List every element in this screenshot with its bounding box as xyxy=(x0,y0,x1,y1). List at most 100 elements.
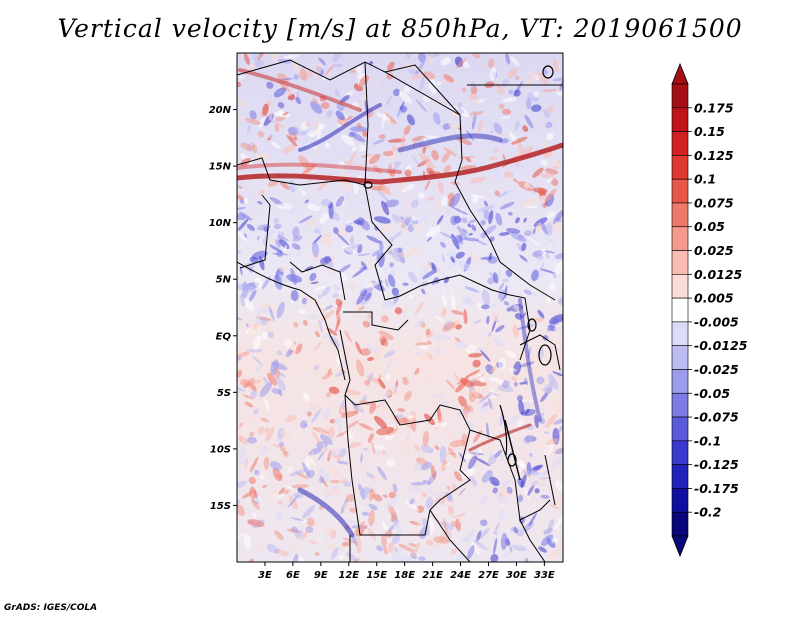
velocity-patch xyxy=(306,411,312,417)
velocity-patch xyxy=(529,452,533,457)
velocity-patch xyxy=(346,420,360,429)
velocity-patch xyxy=(273,217,280,225)
velocity-patch xyxy=(344,330,352,343)
velocity-patch xyxy=(364,343,379,355)
velocity-patch xyxy=(276,550,282,558)
velocity-patch xyxy=(460,240,464,245)
velocity-patch xyxy=(495,325,505,333)
velocity-patch xyxy=(277,203,293,210)
velocity-patch xyxy=(386,73,394,80)
velocity-patch xyxy=(542,89,558,92)
lat-tick-label: 10S xyxy=(210,444,231,455)
velocity-patch xyxy=(524,114,534,129)
velocity-patch xyxy=(418,152,433,165)
velocity-patch xyxy=(433,112,441,125)
velocity-patch xyxy=(259,417,269,423)
velocity-patch xyxy=(469,476,478,487)
velocity-patch xyxy=(454,373,459,382)
colorbar-label: 0.15 xyxy=(694,124,725,139)
velocity-patch xyxy=(519,381,527,385)
velocity-patch xyxy=(311,409,321,423)
velocity-patch xyxy=(237,504,245,516)
velocity-patch xyxy=(506,307,512,312)
velocity-patch xyxy=(526,97,532,110)
velocity-patch xyxy=(458,395,468,408)
velocity-patch xyxy=(368,488,375,502)
velocity-patch xyxy=(403,125,411,135)
velocity-patch xyxy=(546,178,554,183)
velocity-patch xyxy=(290,517,305,522)
velocity-patch xyxy=(430,464,437,480)
velocity-patch xyxy=(482,119,499,127)
velocity-patch xyxy=(358,75,370,87)
velocity-patch xyxy=(385,459,396,467)
velocity-patch xyxy=(246,436,258,444)
velocity-patch xyxy=(419,74,426,91)
velocity-patch xyxy=(406,485,422,493)
velocity-patch xyxy=(372,444,386,450)
velocity-patch xyxy=(295,250,302,257)
velocity-patch xyxy=(479,405,488,414)
velocity-patch xyxy=(476,530,482,542)
velocity-patch xyxy=(490,554,499,562)
velocity-patch xyxy=(464,286,480,293)
velocity-patch xyxy=(400,439,411,455)
velocity-patch xyxy=(275,239,282,248)
velocity-patch xyxy=(418,192,425,199)
velocity-patch xyxy=(462,228,468,234)
velocity-patch xyxy=(334,89,341,98)
velocity-patch xyxy=(534,414,539,429)
velocity-patch xyxy=(391,552,398,560)
velocity-patch xyxy=(360,453,363,464)
velocity-patch xyxy=(290,267,297,286)
velocity-patch xyxy=(376,112,390,121)
velocity-patch xyxy=(243,378,255,389)
velocity-patch xyxy=(258,303,274,309)
velocity-patch xyxy=(367,356,374,362)
velocity-patch xyxy=(500,294,508,302)
velocity-patch xyxy=(262,103,269,116)
velocity-patch xyxy=(471,194,485,198)
velocity-patch xyxy=(324,142,331,149)
velocity-patch xyxy=(468,219,477,224)
velocity-patch xyxy=(276,301,285,319)
velocity-patch xyxy=(545,121,553,129)
velocity-patch xyxy=(340,410,358,418)
velocity-patch xyxy=(366,311,373,320)
colorbar-segment xyxy=(671,369,689,394)
velocity-patch xyxy=(492,338,505,347)
velocity-patch xyxy=(443,530,453,539)
velocity-patch xyxy=(353,303,363,318)
velocity-patch xyxy=(457,102,463,110)
velocity-patch xyxy=(419,351,430,364)
velocity-patch xyxy=(322,157,333,166)
velocity-patch xyxy=(324,304,334,311)
velocity-patch xyxy=(483,209,490,221)
velocity-patch xyxy=(520,449,525,462)
velocity-patch xyxy=(368,509,375,527)
velocity-patch xyxy=(450,215,458,226)
velocity-patch xyxy=(458,487,466,497)
velocity-patch xyxy=(425,328,431,336)
velocity-patch xyxy=(498,231,511,236)
velocity-patch xyxy=(237,179,244,190)
velocity-patch xyxy=(397,408,406,412)
velocity-patch xyxy=(493,537,498,555)
lon-tick-label: 21E xyxy=(422,570,443,581)
lon-tick-label: 27E xyxy=(478,570,499,581)
velocity-patch xyxy=(536,483,551,487)
colorbar-segment xyxy=(671,274,689,299)
velocity-patch xyxy=(389,262,394,268)
velocity-patch xyxy=(510,544,522,549)
velocity-patch xyxy=(500,479,510,489)
velocity-patch xyxy=(270,359,279,376)
velocity-patch xyxy=(553,418,563,425)
velocity-patch xyxy=(473,319,483,324)
velocity-patch xyxy=(345,225,354,233)
velocity-patch xyxy=(237,81,242,88)
velocity-patch xyxy=(246,63,255,71)
velocity-patch xyxy=(554,261,563,275)
velocity-patch xyxy=(248,96,265,104)
velocity-patch xyxy=(269,470,274,476)
velocity-patch xyxy=(456,225,469,240)
